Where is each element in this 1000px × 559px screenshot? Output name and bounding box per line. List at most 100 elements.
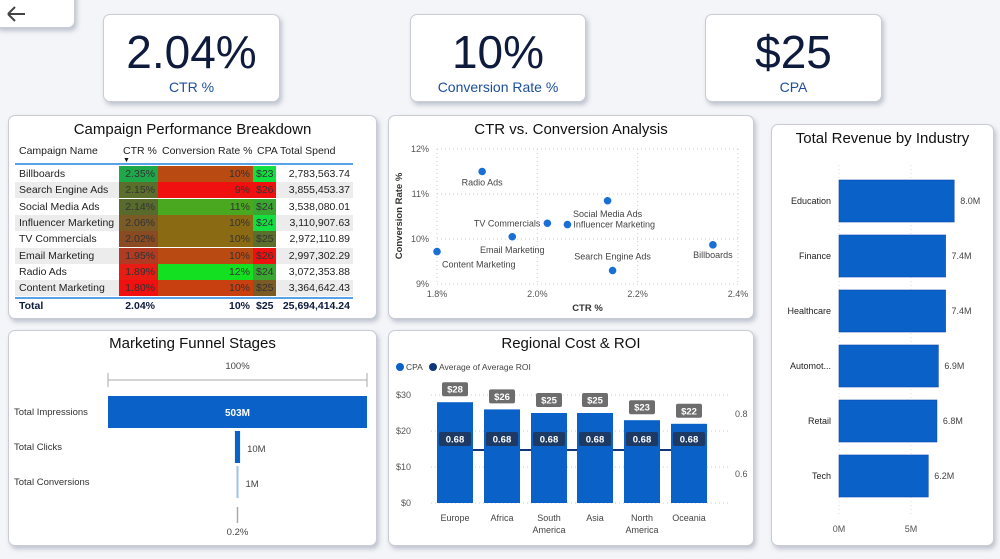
y-axis-title: Conversion Rate % — [394, 172, 405, 259]
funnel-bar — [236, 466, 239, 498]
data-label: 7.4M — [952, 306, 972, 316]
data-label: 6.8M — [943, 416, 963, 426]
category-label: America — [532, 525, 565, 535]
category-label: Finance — [799, 251, 831, 261]
roi-label-background — [626, 432, 658, 446]
total-conv: 10% — [228, 300, 250, 312]
bar — [484, 409, 520, 503]
kpi-card-conversion-rate: 10% Conversion Rate % — [410, 14, 586, 102]
bar — [577, 413, 613, 503]
cell-name: Social Media Ads — [19, 200, 100, 213]
column-header-ctr-[interactable]: CTR % — [123, 145, 157, 157]
cell-cpa: $24 — [253, 214, 276, 231]
cell-ctr: 2.15% — [119, 182, 158, 199]
total-ctr: 2.04% — [125, 300, 155, 312]
cell-name: Content Marketing — [19, 282, 105, 295]
kpi-card-ctr: 2.04% CTR % — [103, 14, 280, 102]
y-tick-label: 11% — [412, 189, 429, 199]
point-label: Search Engine Ads — [574, 252, 651, 262]
kpi-value: 2.04% — [126, 26, 257, 78]
legend-label: Average of Average ROI — [439, 362, 531, 372]
scatter-point — [603, 196, 612, 205]
column-header-cpa[interactable]: CPA — [257, 145, 278, 157]
data-label: $23 — [634, 403, 650, 414]
legend-marker — [396, 363, 404, 371]
category-label: South — [537, 513, 561, 523]
kpi-value: $25 — [755, 26, 832, 78]
data-label-background — [582, 393, 608, 407]
arrow-left-icon — [7, 6, 25, 22]
data-label: 6.2M — [934, 471, 954, 481]
x-tick-label: 1.8% — [427, 289, 448, 299]
data-label-background — [489, 389, 515, 404]
y-tick-label: $20 — [396, 426, 411, 436]
kpi-card-cpa: $25 CPA — [705, 14, 882, 102]
data-label: 1M — [246, 479, 259, 490]
scatter-panel: CTR vs. Conversion Analysis 1.8% 2.0% 2.2%… — [388, 115, 754, 319]
cell-name: Radio Ads — [19, 265, 67, 278]
bottom-percentage-label: 0.2% — [227, 527, 249, 538]
column-header-conversion-rate-[interactable]: Conversion Rate % — [162, 145, 253, 157]
total-divider — [15, 297, 353, 299]
bar — [838, 234, 946, 278]
category-label: North — [631, 513, 653, 523]
cell-ctr: 1.80% — [119, 280, 158, 297]
cell-cpa: $26 — [253, 247, 276, 264]
scatter-point — [608, 266, 617, 275]
kpi-value: 10% — [451, 26, 545, 78]
cell-ctr: 2.02% — [119, 231, 158, 248]
scatter-point — [709, 241, 717, 249]
point-label: Billboards — [693, 250, 733, 260]
cell-spend: 3,538,080.01 — [288, 200, 350, 213]
y2-tick-label: 0.8 — [735, 409, 748, 419]
regional-panel: Regional Cost & ROI CPA Average of Averag… — [388, 330, 754, 546]
y-tick-label: $30 — [396, 390, 411, 400]
data-label: 503M — [225, 408, 250, 419]
category-label: Asia — [586, 513, 604, 523]
cell-name: TV Commercials — [19, 233, 97, 246]
y-tick-label: $10 — [396, 462, 411, 472]
point-label: Social Media Ads — [573, 209, 643, 219]
cell-spend: 2,783,563.74 — [288, 168, 350, 180]
campaign-table-panel: Campaign Performance Breakdown Campaign … — [8, 115, 377, 319]
point-label: TV Commercials — [474, 218, 541, 228]
roi-label-background — [673, 432, 705, 446]
roi-label: 0.68 — [540, 435, 559, 446]
cell-conv: 10% — [158, 231, 253, 248]
total-name: Total — [19, 300, 44, 312]
panel-title: Campaign Performance Breakdown — [73, 121, 312, 138]
roi-label-background — [533, 432, 565, 446]
column-header-total-spend[interactable]: Total Spend — [280, 145, 336, 157]
x-tick-label: 2.2% — [627, 289, 648, 299]
revenue-panel: Total Revenue by Industry 0M 5M Education 8… — [771, 124, 994, 546]
cell-name: Search Engine Ads — [19, 184, 109, 197]
bar — [838, 454, 929, 498]
cell-conv: 9% — [158, 182, 253, 199]
cell-conv: 10% — [158, 280, 253, 297]
cell-cpa: $24 — [253, 263, 276, 280]
legend-marker — [429, 363, 437, 371]
data-label: 6.9M — [944, 361, 964, 371]
column-header-campaign-name[interactable]: Campaign Name — [19, 145, 98, 157]
panel-title: Marketing Funnel Stages — [109, 335, 276, 352]
data-label-background — [629, 400, 655, 415]
back-button[interactable] — [0, 0, 75, 28]
top-percentage-label: 100% — [225, 361, 250, 372]
kpi-label: Conversion Rate % — [437, 79, 559, 95]
cell-spend: 3,364,642.43 — [288, 282, 350, 295]
total-cpa: $25 — [256, 300, 274, 312]
data-label: 7.4M — [952, 251, 972, 261]
cell-conv: 11% — [158, 198, 253, 215]
data-label: $22 — [681, 406, 697, 417]
kpi-label: CPA — [779, 79, 808, 95]
sort-descending-icon[interactable]: ▼ — [123, 157, 130, 164]
funnel-chart: 100% Total Impressions 503M Total Clicks 10M… — [14, 361, 368, 538]
point-label: Influencer Marketing — [573, 220, 655, 230]
cell-ctr: 1.89% — [119, 263, 158, 280]
legend-label: CPA — [406, 362, 423, 372]
x-tick-label: 5M — [905, 524, 918, 534]
cell-ctr: 1.95% — [119, 247, 158, 264]
funnel-panel: Marketing Funnel Stages 100% Total Impres… — [8, 330, 377, 546]
category-label: America — [625, 525, 658, 535]
cell-cpa: $25 — [253, 231, 276, 248]
